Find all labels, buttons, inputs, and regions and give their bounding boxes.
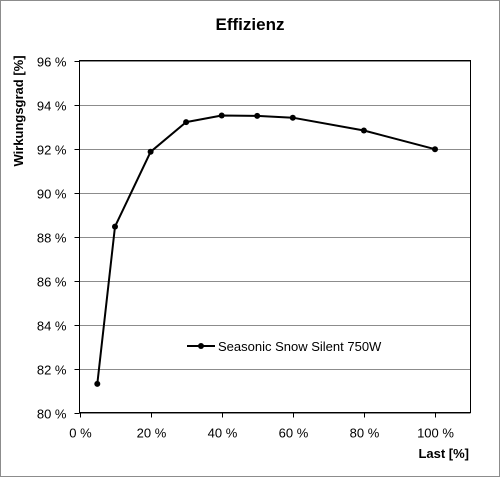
- y-tick-label-86: 86 %: [37, 275, 67, 290]
- legend-entry-label: Seasonic Snow Silent 750W: [218, 339, 382, 354]
- y-tick-label-84: 84 %: [37, 319, 67, 334]
- series-layer: [94, 112, 438, 387]
- data-point-100: [432, 146, 438, 153]
- x-tick-label-100: 100 %: [417, 426, 454, 441]
- plot-area-border: [79, 60, 471, 413]
- data-point-5: [94, 380, 101, 387]
- legend-marker-swatch: [198, 343, 204, 349]
- y-axis-title: Wirkungsgrad [%]: [11, 55, 26, 166]
- x-tick-label-60: 60 %: [279, 426, 309, 441]
- legend: Seasonic Snow Silent 750W: [187, 339, 382, 354]
- y-tick-label-80: 80 %: [37, 407, 67, 422]
- y-tick-label-82: 82 %: [37, 363, 67, 378]
- data-point-30: [183, 119, 190, 126]
- chart-title: Effizienz: [216, 15, 285, 34]
- y-tick-label-90: 90 %: [37, 187, 67, 202]
- y-tick-labels: 80 % 82 % 84 % 86 % 88 % 90 % 92 % 94 % 96 %: [37, 55, 80, 422]
- x-axis-title: Last [%]: [418, 446, 469, 461]
- y-tick-label-92: 92 %: [37, 143, 67, 158]
- grid-lines: [79, 61, 471, 414]
- x-tick-label-20: 20 %: [137, 426, 167, 441]
- data-point-80: [360, 127, 367, 134]
- y-tick-label-96: 96 %: [37, 55, 67, 70]
- x-tick-label-80: 80 %: [350, 426, 380, 441]
- x-tick-labels: 0 % 20 % 40 % 60 % 80 % 100 %: [69, 412, 454, 441]
- x-tick-label-40: 40 %: [208, 426, 238, 441]
- data-point-10: [112, 223, 118, 230]
- data-point-60: [289, 114, 296, 121]
- data-point-50: [254, 112, 261, 119]
- x-tick-label-0: 0 %: [69, 426, 92, 441]
- y-tick-label-94: 94 %: [37, 99, 67, 114]
- y-tick-label-88: 88 %: [37, 231, 67, 246]
- data-point-40: [218, 112, 225, 119]
- data-point-20: [147, 148, 154, 155]
